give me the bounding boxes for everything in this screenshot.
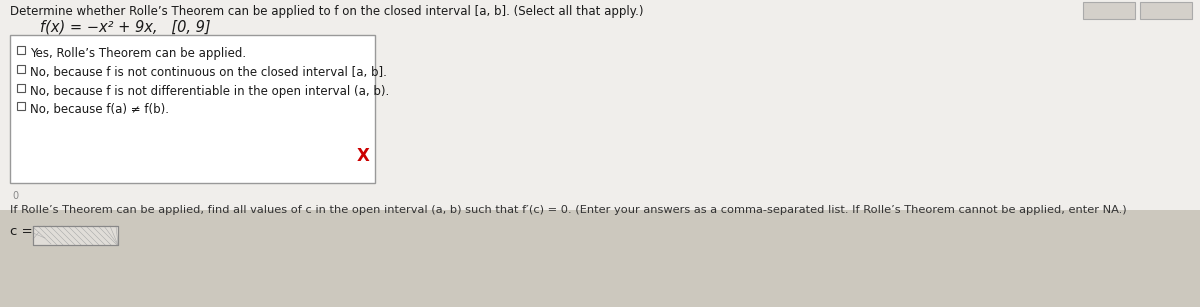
FancyBboxPatch shape	[0, 0, 1200, 210]
Text: Determine whether Rolle’s Theorem can be applied to f on the closed interval [a,: Determine whether Rolle’s Theorem can be…	[10, 5, 643, 18]
Text: c =: c =	[10, 225, 32, 238]
Text: No, because f is not continuous on the closed interval [a, b].: No, because f is not continuous on the c…	[30, 66, 386, 79]
Text: No, because f(a) ≠ f(b).: No, because f(a) ≠ f(b).	[30, 103, 169, 116]
Text: X: X	[358, 147, 370, 165]
FancyBboxPatch shape	[34, 226, 118, 245]
Bar	[17, 102, 25, 110]
FancyBboxPatch shape	[10, 35, 374, 183]
Text: f(x) = −x² + 9x,   [0, 9]: f(x) = −x² + 9x, [0, 9]	[40, 20, 211, 35]
Text: Yes, Rolle’s Theorem can be applied.: Yes, Rolle’s Theorem can be applied.	[30, 47, 246, 60]
Text: 0: 0	[12, 191, 18, 201]
Bar	[17, 65, 25, 73]
FancyBboxPatch shape	[1084, 2, 1135, 19]
Text: No, because f is not differentiable in the open interval (a, b).: No, because f is not differentiable in t…	[30, 85, 389, 98]
Text: If Rolle’s Theorem can be applied, find all values of c in the open interval (a,: If Rolle’s Theorem can be applied, find …	[10, 205, 1127, 215]
Bar	[17, 46, 25, 54]
FancyBboxPatch shape	[1140, 2, 1192, 19]
Bar	[17, 84, 25, 92]
